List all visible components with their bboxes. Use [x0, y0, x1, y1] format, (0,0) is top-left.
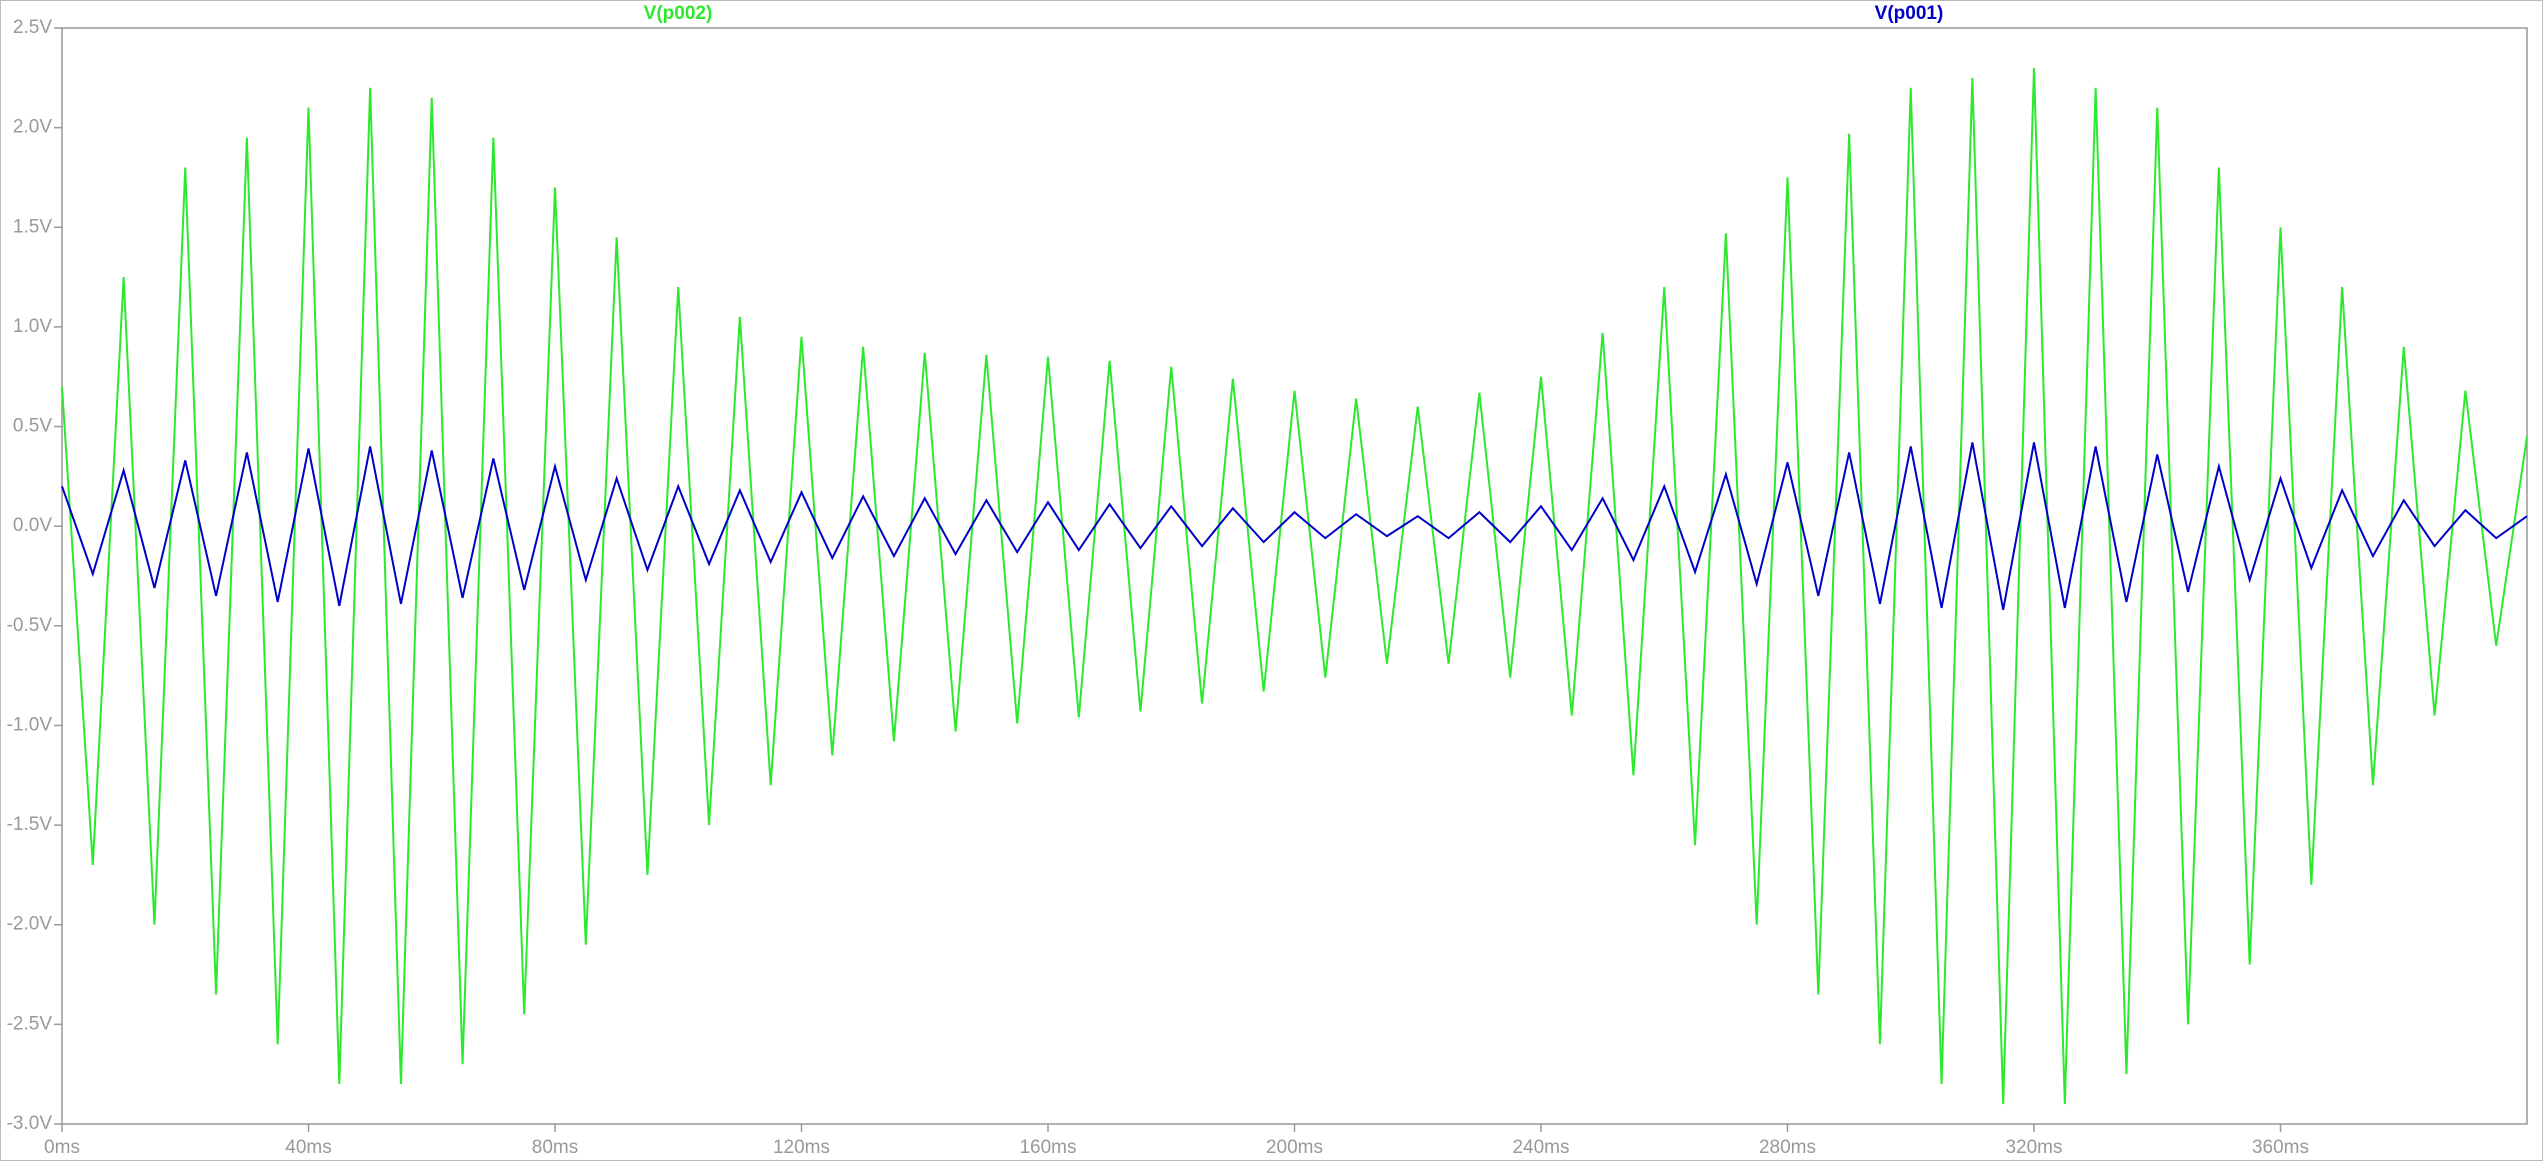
x-tick-label: 40ms	[285, 1137, 331, 1158]
x-tick-label: 320ms	[2005, 1137, 2062, 1158]
y-tick-label: -1.0V	[7, 714, 53, 735]
waveform	[61, 442, 2528, 611]
y-tick-label: 0.5V	[13, 416, 52, 437]
y-tick-label: 2.5V	[13, 17, 52, 38]
y-tick-label: 0.0V	[13, 515, 52, 536]
x-tick-label: 280ms	[1759, 1137, 1816, 1158]
legend-entry: V(p001)	[1875, 3, 1944, 24]
y-tick-label: -1.5V	[7, 814, 53, 835]
y-tick-label: 2.0V	[13, 117, 52, 138]
y-tick-label: -3.0V	[7, 1113, 53, 1134]
y-tick-label: -0.5V	[7, 615, 53, 636]
y-tick-label: -2.5V	[7, 1013, 53, 1034]
y-tick-label: 1.5V	[13, 216, 52, 237]
x-tick-label: 0ms	[44, 1137, 80, 1158]
waveform	[61, 67, 2528, 1105]
legend-entry: V(p002)	[644, 3, 713, 24]
x-tick-label: 160ms	[1019, 1137, 1076, 1158]
x-tick-label: 240ms	[1512, 1137, 1569, 1158]
x-tick-label: 200ms	[1266, 1137, 1323, 1158]
x-tick-label: 80ms	[532, 1137, 578, 1158]
x-tick-label: 120ms	[773, 1137, 830, 1158]
x-tick-label: 360ms	[2252, 1137, 2309, 1158]
y-tick-label: -2.0V	[7, 914, 53, 935]
y-tick-label: 1.0V	[13, 316, 52, 337]
